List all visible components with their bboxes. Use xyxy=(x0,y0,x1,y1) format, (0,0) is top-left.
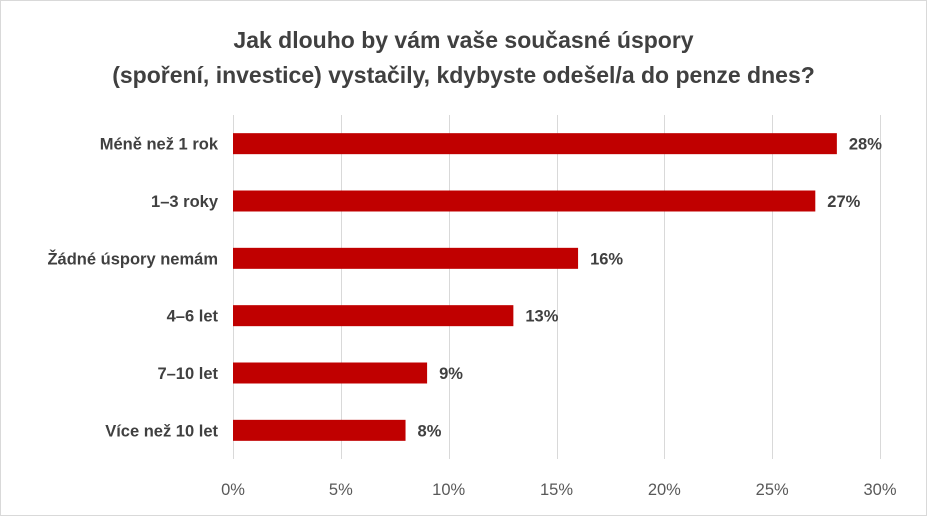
x-tick-label: 15% xyxy=(540,481,573,499)
x-axis-tick-labels: 0% 5% 10% 15% 20% 25% 30% xyxy=(221,481,897,499)
x-tick-label: 10% xyxy=(432,481,465,499)
value-labels: 28% 27% 16% 13% 9% 8% xyxy=(418,136,883,441)
category-label: 1–3 roky xyxy=(151,193,219,211)
category-label: 7–10 let xyxy=(157,365,218,383)
bar xyxy=(233,133,837,155)
data-label: 13% xyxy=(525,308,558,326)
data-label: 28% xyxy=(849,136,882,154)
gridlines xyxy=(233,115,881,459)
data-label: 8% xyxy=(418,422,442,440)
x-tick-label: 30% xyxy=(863,481,896,499)
bar xyxy=(233,362,428,384)
category-label: Více než 10 let xyxy=(105,422,218,440)
bar xyxy=(233,247,579,269)
chart-title-line-1: Jak dlouho by vám vaše současné úspory xyxy=(233,27,694,53)
data-label: 27% xyxy=(827,193,860,211)
category-label: Žádné úspory nemám xyxy=(47,249,218,268)
bar xyxy=(233,419,406,441)
bars xyxy=(233,133,837,441)
bar xyxy=(233,305,514,327)
chart-title: Jak dlouho by vám vaše současné úspory (… xyxy=(1,23,926,93)
data-label: 16% xyxy=(590,250,623,268)
x-tick-label: 20% xyxy=(648,481,681,499)
category-labels: Méně než 1 rok 1–3 roky Žádné úspory nemám… xyxy=(47,136,218,441)
x-tick-label: 25% xyxy=(756,481,789,499)
bar xyxy=(233,190,816,212)
data-label: 9% xyxy=(439,365,463,383)
chart-title-line-2: (spoření, investice) vystačily, kdybyste… xyxy=(112,62,815,88)
category-label: Méně než 1 rok xyxy=(100,136,219,154)
category-label: 4–6 let xyxy=(167,308,219,326)
x-tick-label: 0% xyxy=(221,481,245,499)
x-tick-label: 5% xyxy=(329,481,353,499)
